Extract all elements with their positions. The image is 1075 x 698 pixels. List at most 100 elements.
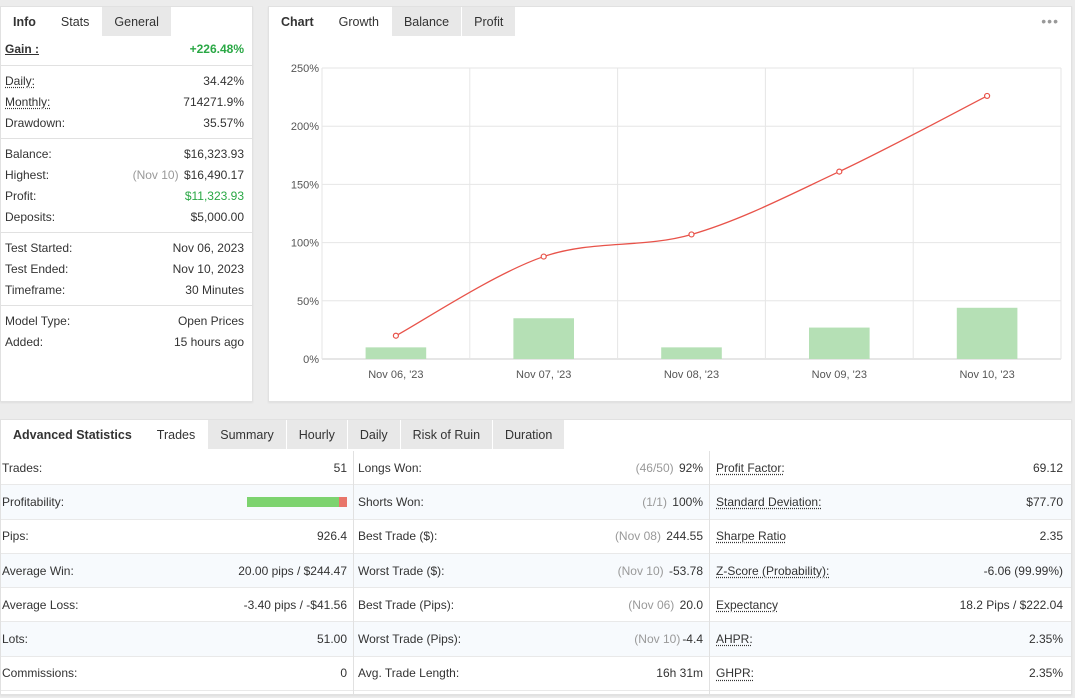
drawdown-value: 35.57% xyxy=(203,115,244,130)
tab-risk-of-ruin[interactable]: Risk of Ruin xyxy=(400,420,494,449)
model-type-label: Model Type: xyxy=(5,313,71,328)
ghpr-label[interactable]: GHPR: xyxy=(716,666,755,681)
best-trade-usd-value: 244.55 xyxy=(666,529,703,544)
growth-bar xyxy=(365,347,427,359)
balance-row: Balance: $16,323.93 xyxy=(1,143,252,164)
standard-deviation-value: $77.70 xyxy=(1026,494,1063,509)
tab-summary[interactable]: Summary xyxy=(208,420,287,449)
best-trade-pips-value-wrap: (Nov 06) 20.0 xyxy=(628,598,703,612)
y-tick-label: 250% xyxy=(291,63,319,75)
shorts-won-label: Shorts Won: xyxy=(358,494,424,509)
sharpe-ratio-value: 2.35 xyxy=(1039,529,1063,544)
gain-value: +226.48% xyxy=(189,41,244,56)
more-icon[interactable]: ••• xyxy=(1041,13,1059,29)
x-tick-label: Nov 07, '23 xyxy=(516,369,571,381)
tab-growth[interactable]: Growth xyxy=(326,7,392,36)
y-tick-label: 200% xyxy=(291,121,319,133)
tab-duration[interactable]: Duration xyxy=(493,420,566,449)
stats-col-2: Longs Won: (46/50) 92% Shorts Won: (1/1)… xyxy=(354,451,710,694)
tab-profit[interactable]: Profit xyxy=(462,7,517,36)
best-trade-pips-date: (Nov 06) xyxy=(628,597,675,612)
average-win-row: Average Win: 20.00 pips / $244.47 xyxy=(1,553,353,589)
info-tabbar: Info Stats General xyxy=(1,7,252,36)
longs-won-value: 92% xyxy=(678,460,703,475)
balance-label: Balance: xyxy=(5,146,52,161)
tab-stats[interactable]: Stats xyxy=(48,7,103,36)
growth-point xyxy=(836,168,843,175)
daily-row: Daily: 34.42% xyxy=(1,70,252,91)
test-started-row: Test Started: Nov 06, 2023 xyxy=(1,237,252,258)
x-tick-label: Nov 10, '23 xyxy=(959,369,1014,381)
stats-tabbar: Advanced Statistics Trades Summary Hourl… xyxy=(1,420,1071,449)
best-trade-usd-value-wrap: (Nov 08) 244.55 xyxy=(615,529,703,543)
worst-trade-usd-label: Worst Trade ($): xyxy=(358,563,445,578)
model-type-value: Open Prices xyxy=(177,313,244,328)
gain-section: Gain : +226.48% xyxy=(1,36,252,66)
worst-trade-pips-label: Worst Trade (Pips): xyxy=(358,632,462,647)
daily-label[interactable]: Daily: xyxy=(5,73,36,88)
added-row: Added: 15 hours ago xyxy=(1,331,252,352)
average-loss-row: Average Loss: -3.40 pips / -$41.56 xyxy=(1,588,353,623)
commissions-value: 0 xyxy=(340,666,347,681)
balance-section: Balance: $16,323.93 Highest: (Nov 10) $1… xyxy=(1,139,252,233)
deposits-value: $5,000.00 xyxy=(190,209,244,224)
timeframe-row: Timeframe: 30 Minutes xyxy=(1,279,252,300)
worst-trade-pips-date: (Nov 10) xyxy=(634,632,681,647)
z-score-value: -6.06 (99.99%) xyxy=(983,563,1063,578)
monthly-row: Monthly: 714271.9% xyxy=(1,91,252,112)
expectancy-label[interactable]: Expectancy xyxy=(716,597,779,612)
ahpr-row: AHPR: 2.35% xyxy=(710,622,1071,657)
x-tick-label: Nov 06, '23 xyxy=(368,369,423,381)
z-score-label[interactable]: Z-Score (Probability): xyxy=(716,563,830,578)
profit-factor-label[interactable]: Profit Factor: xyxy=(716,460,785,475)
ghpr-row: GHPR: 2.35% xyxy=(710,657,1071,692)
added-label: Added: xyxy=(5,334,44,349)
x-tick-label: Nov 09, '23 xyxy=(812,369,867,381)
highest-row: Highest: (Nov 10) $16,490.17 xyxy=(1,164,252,185)
profitability-loss-segment xyxy=(339,496,347,507)
trades-row: Trades: 51 xyxy=(1,451,353,486)
monthly-label[interactable]: Monthly: xyxy=(5,94,51,109)
stats-col-1: Trades: 51 Profitability: Pips: 926.4 Av… xyxy=(1,451,354,694)
trades-value: 51 xyxy=(333,460,347,475)
growth-point xyxy=(392,332,400,339)
tab-general[interactable]: General xyxy=(102,7,172,36)
ghpr-value: 2.35% xyxy=(1028,666,1063,681)
tab-daily[interactable]: Daily xyxy=(347,420,401,449)
commissions-row: Commissions: 0 xyxy=(1,657,353,692)
sharpe-ratio-label[interactable]: Sharpe Ratio xyxy=(716,529,787,544)
average-loss-label: Average Loss: xyxy=(2,597,79,612)
rates-section: Daily: 34.42% Monthly: 714271.9% Drawdow… xyxy=(1,66,252,139)
chart-tabbar: Chart Growth Balance Profit xyxy=(269,7,1071,36)
pips-label: Pips: xyxy=(2,529,29,544)
y-tick-label: 50% xyxy=(297,296,319,308)
stats-body: Trades: 51 Profitability: Pips: 926.4 Av… xyxy=(1,451,1071,694)
drawdown-row: Drawdown: 35.57% xyxy=(1,112,252,133)
balance-value: $16,323.93 xyxy=(183,146,244,161)
lots-value: 51.00 xyxy=(316,632,347,647)
added-value: 15 hours ago xyxy=(173,334,244,349)
standard-deviation-label[interactable]: Standard Deviation: xyxy=(716,494,822,509)
worst-trade-usd-value-wrap: (Nov 10) -53.78 xyxy=(618,564,703,578)
longs-won-value-wrap: (46/50) 92% xyxy=(636,461,703,475)
trades-label: Trades: xyxy=(2,460,43,475)
test-section: Test Started: Nov 06, 2023 Test Ended: N… xyxy=(1,233,252,306)
test-ended-row: Test Ended: Nov 10, 2023 xyxy=(1,258,252,279)
ahpr-label[interactable]: AHPR: xyxy=(716,632,753,647)
tab-trades[interactable]: Trades xyxy=(144,420,209,449)
profit-row: Profit: $11,323.93 xyxy=(1,185,252,206)
ahpr-value: 2.35% xyxy=(1028,632,1063,647)
y-tick-label: 100% xyxy=(291,238,319,250)
best-trade-pips-row: Best Trade (Pips): (Nov 06) 20.0 xyxy=(354,588,709,623)
average-win-value: 20.00 pips / $244.47 xyxy=(238,563,347,578)
model-type-row: Model Type: Open Prices xyxy=(1,310,252,331)
gain-label[interactable]: Gain : xyxy=(5,41,40,56)
growth-bar xyxy=(956,307,1018,359)
profitability-row: Profitability: xyxy=(1,485,353,520)
best-trade-pips-label: Best Trade (Pips): xyxy=(358,597,455,612)
tab-hourly[interactable]: Hourly xyxy=(286,420,348,449)
profitability-label: Profitability: xyxy=(2,494,65,509)
pips-value: 926.4 xyxy=(316,529,347,544)
tab-balance[interactable]: Balance xyxy=(391,7,463,36)
profit-label: Profit: xyxy=(5,188,37,203)
